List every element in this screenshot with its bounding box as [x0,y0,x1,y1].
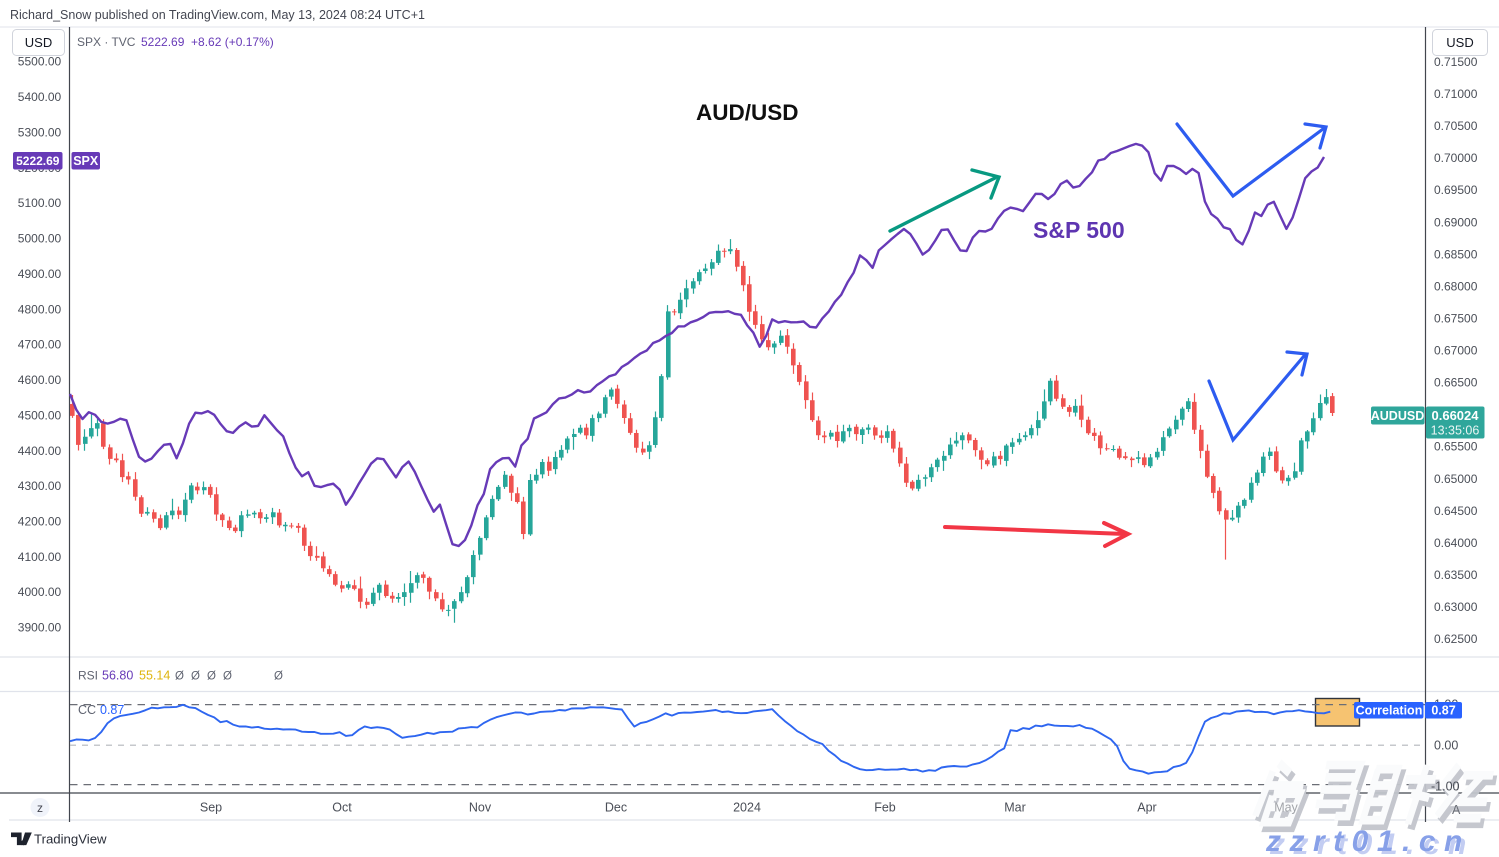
svg-text:Correlation: Correlation [1356,704,1423,718]
svg-text:Ø: Ø [274,671,283,683]
svg-text:Ø: Ø [207,671,216,683]
svg-text:0.62500: 0.62500 [1434,632,1478,646]
svg-text:4400.00: 4400.00 [18,444,62,458]
svg-text:4800.00: 4800.00 [18,302,62,316]
svg-text:0.69000: 0.69000 [1434,215,1478,229]
svg-text:4500.00: 4500.00 [18,408,62,422]
svg-text:Oct: Oct [332,801,352,815]
svg-text:0.87: 0.87 [100,703,124,717]
svg-text:0.63500: 0.63500 [1434,568,1478,582]
svg-text:4100.00: 4100.00 [18,550,62,564]
svg-text:56.80: 56.80 [102,669,133,683]
svg-text:zzrt01.cn: zzrt01.cn [1269,828,1475,857]
svg-text:TradingView: TradingView [34,832,107,847]
svg-text:A: A [1452,803,1461,817]
svg-text:-1.00: -1.00 [1431,780,1460,794]
svg-text:0.64000: 0.64000 [1434,536,1478,550]
svg-text:CC: CC [78,703,96,717]
svg-text:0.68000: 0.68000 [1434,279,1478,293]
svg-text:0.67500: 0.67500 [1434,312,1478,326]
svg-text:4000.00: 4000.00 [18,585,62,599]
svg-text:0.69500: 0.69500 [1434,183,1478,197]
svg-text:5222.69 +8.62 (+0.17%): 5222.69 +8.62 (+0.17%) [141,35,274,49]
svg-text:Mar: Mar [1004,801,1026,815]
svg-text:USD: USD [25,35,52,50]
svg-text:AUDUSD: AUDUSD [1371,409,1424,423]
svg-text:Nov: Nov [469,801,492,815]
svg-text:4900.00: 4900.00 [18,267,62,281]
svg-text:SPX · TVC: SPX · TVC [77,35,136,49]
svg-text:S&P 500: S&P 500 [1033,217,1125,243]
svg-text:Dec: Dec [605,801,627,815]
svg-text:5500.00: 5500.00 [18,55,62,69]
svg-text:Ø: Ø [191,671,200,683]
svg-text:5000.00: 5000.00 [18,232,62,246]
svg-text:0.66024: 0.66024 [1432,408,1480,423]
svg-text:0.65000: 0.65000 [1434,472,1478,486]
svg-text:5400.00: 5400.00 [18,90,62,104]
svg-text:0.68500: 0.68500 [1434,247,1478,261]
svg-text:4200.00: 4200.00 [18,515,62,529]
svg-text:0.71500: 0.71500 [1434,55,1478,69]
svg-text:0.65500: 0.65500 [1434,440,1478,454]
svg-text:13:35:06: 13:35:06 [1431,424,1480,438]
svg-text:0.87: 0.87 [1431,704,1455,718]
svg-text:0.66500: 0.66500 [1434,376,1478,390]
svg-text:5100.00: 5100.00 [18,196,62,210]
svg-text:2024: 2024 [733,801,761,815]
svg-text:0.71000: 0.71000 [1434,87,1478,101]
svg-text:RSI: RSI [78,669,98,683]
svg-text:55.14: 55.14 [139,669,170,683]
svg-text:0.63000: 0.63000 [1434,600,1478,614]
svg-text:zzrt01.cn: zzrt01.cn [1265,825,1471,857]
svg-text:5222.69: 5222.69 [16,154,60,168]
svg-text:Richard_Snow published on Trad: Richard_Snow published on TradingView.co… [10,8,425,22]
svg-text:0.64500: 0.64500 [1434,504,1478,518]
svg-text:AUD/USD: AUD/USD [696,100,799,125]
svg-text:0.00: 0.00 [1434,739,1458,753]
svg-text:0.67000: 0.67000 [1434,344,1478,358]
svg-text:SPX: SPX [73,154,99,168]
svg-text:USD: USD [1446,35,1473,50]
svg-text:Ø: Ø [175,671,184,683]
svg-text:z: z [37,801,43,815]
svg-text:4300.00: 4300.00 [18,479,62,493]
svg-text:0.70500: 0.70500 [1434,119,1478,133]
svg-text:4600.00: 4600.00 [18,373,62,387]
svg-text:0.70000: 0.70000 [1434,151,1478,165]
svg-text:4700.00: 4700.00 [18,338,62,352]
svg-text:Ø: Ø [223,671,232,683]
svg-text:5300.00: 5300.00 [18,125,62,139]
svg-text:Apr: Apr [1137,801,1156,815]
svg-text:Feb: Feb [874,801,896,815]
svg-text:3900.00: 3900.00 [18,621,62,635]
svg-text:May: May [1274,801,1298,815]
svg-text:Sep: Sep [200,801,222,815]
